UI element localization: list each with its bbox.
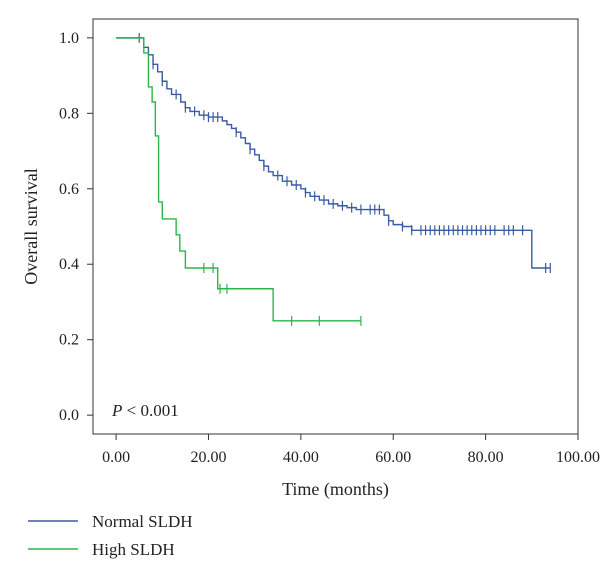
p-value-annotation: P < 0.001: [111, 401, 179, 420]
y-tick-label: 0.8: [59, 105, 79, 122]
y-tick-label: 0.2: [59, 332, 79, 349]
legend-label: High SLDH: [92, 540, 175, 559]
x-axis-label: Time (months): [282, 479, 389, 500]
y-tick-label: 0.6: [59, 181, 79, 198]
survival-curve: [116, 37, 551, 269]
x-tick-label: 0.00: [102, 449, 130, 466]
x-tick-label: 80.00: [468, 449, 504, 466]
x-tick-label: 20.00: [190, 449, 226, 466]
legend-label: Normal SLDH: [92, 512, 193, 531]
x-tick-label: 60.00: [375, 449, 411, 466]
x-tick-label: 40.00: [283, 449, 319, 466]
y-tick-label: 1.0: [59, 30, 79, 47]
y-tick-label: 0.0: [59, 407, 79, 424]
plot-frame: [92, 18, 579, 435]
x-tick-label: 100.00: [556, 449, 600, 466]
y-tick-label: 0.4: [59, 256, 79, 273]
survival-curve: [116, 37, 361, 322]
y-axis-label: Overall survival: [21, 168, 41, 284]
series-normal-sldh: [116, 32, 551, 273]
series-high-sldh: [116, 37, 362, 326]
